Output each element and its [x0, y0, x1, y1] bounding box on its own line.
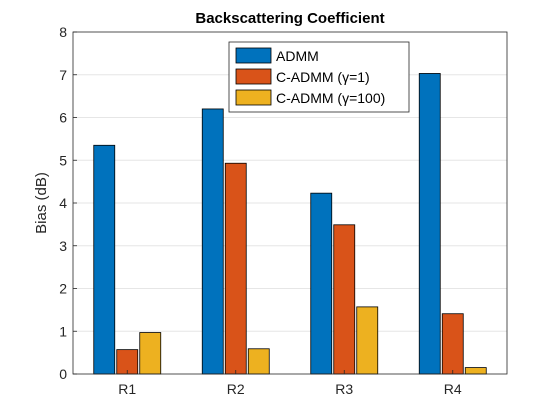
bar-r1-series-3 — [139, 332, 162, 375]
chart-title: Backscattering Coefficient — [195, 10, 384, 27]
grid-lines — [73, 74, 507, 332]
y-tick-label: 4 — [59, 195, 67, 211]
y-tick-label: 5 — [59, 152, 67, 168]
x-tick-label: R1 — [118, 381, 136, 397]
bar-r3-series-1 — [310, 192, 333, 375]
y-tick-label: 3 — [59, 238, 67, 254]
legend-swatch — [235, 89, 272, 106]
y-tick-label: 2 — [59, 281, 67, 297]
x-axis-ticks: R1 R2 R3 R4 — [118, 370, 462, 397]
legend-swatch — [235, 47, 272, 64]
bar-r4-series-1 — [418, 73, 441, 375]
bar-r2-series-1 — [201, 108, 224, 375]
bar-r1-series-1 — [93, 144, 116, 375]
y-tick-label: 8 — [59, 24, 67, 40]
bar-r2-series-3 — [247, 348, 270, 375]
legend-label: ADMM — [276, 48, 319, 64]
y-tick-label: 7 — [59, 67, 67, 83]
x-tick-label: R4 — [444, 381, 462, 397]
legend-label: C-ADMM (γ=100) — [276, 90, 385, 106]
legend: ADMM C-ADMM (γ=1) C-ADMM (γ=100) — [228, 41, 410, 113]
x-tick-label: R3 — [335, 381, 353, 397]
y-axis-ticks: 0 1 2 3 4 5 6 7 8 — [59, 24, 77, 382]
legend-label: C-ADMM (γ=1) — [276, 69, 370, 85]
bar-r2-series-2 — [224, 162, 247, 375]
y-tick-label: 6 — [59, 110, 67, 126]
legend-swatch — [235, 68, 272, 85]
x-tick-label: R2 — [227, 381, 245, 397]
y-tick-label: 0 — [59, 366, 67, 382]
bar-r3-series-2 — [333, 224, 356, 375]
bars — [93, 73, 487, 375]
bar-r4-series-3 — [464, 367, 487, 375]
bar-r3-series-3 — [356, 306, 379, 375]
bar-r4-series-2 — [441, 313, 464, 375]
y-tick-label: 1 — [59, 323, 67, 339]
y-axis-label: Bias (dB) — [33, 172, 50, 234]
